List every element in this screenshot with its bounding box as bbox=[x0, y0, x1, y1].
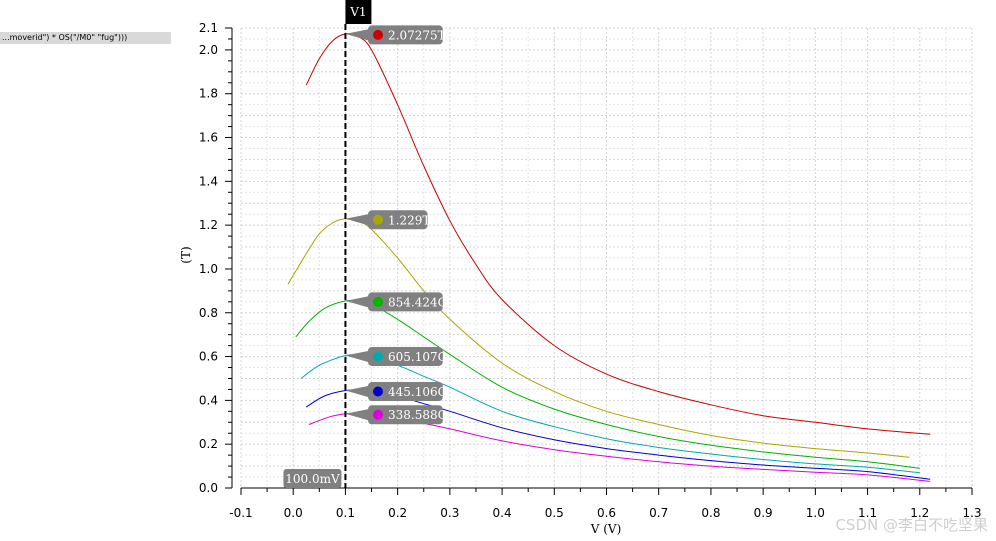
x-tick-label: 0.3 bbox=[440, 506, 459, 520]
marker-value-2: 854.424G bbox=[388, 295, 447, 309]
marker-dot-0 bbox=[373, 29, 383, 40]
marker-pointer-4 bbox=[345, 386, 368, 397]
series-line-1 bbox=[287, 218, 910, 458]
marker-flag-3[interactable] bbox=[368, 346, 443, 366]
grid bbox=[240, 27, 973, 489]
y-tick-label: 1.0 bbox=[199, 262, 218, 276]
x-tick-label: 1.0 bbox=[806, 506, 825, 520]
marker-dot-2 bbox=[373, 296, 383, 307]
marker-dot-1 bbox=[373, 214, 383, 225]
y-tick-label: 0.0 bbox=[199, 481, 218, 495]
y-tick-label: 0.2 bbox=[199, 437, 218, 451]
x-tick-label: 0.9 bbox=[754, 506, 773, 520]
x-tick-label: 0.8 bbox=[701, 506, 720, 520]
y-tick-label: 1.4 bbox=[199, 174, 218, 188]
marker-flag-2[interactable] bbox=[368, 292, 443, 312]
cursor-label-box[interactable] bbox=[345, 0, 372, 24]
x-tick-label: 0.4 bbox=[493, 506, 512, 520]
y-axis-title: (T) bbox=[179, 246, 193, 263]
series-line-2 bbox=[295, 299, 920, 469]
marker-pointer-0 bbox=[345, 29, 368, 41]
marker-flag-5[interactable] bbox=[368, 405, 443, 425]
marker-value-0: 2.07275T bbox=[388, 28, 446, 42]
cursor-x-readout-box bbox=[283, 469, 342, 488]
watermark: CSDN @李白不吃坚果 bbox=[835, 516, 988, 534]
marker-dot-3 bbox=[373, 351, 383, 362]
y-tick-label: 2.1 bbox=[199, 21, 218, 35]
axes: -0.1 0.0 0.1 0.2 0.3 0.4 0.5 0.6 0.7 0.8 0.9 1.0 1.1… bbox=[199, 21, 982, 520]
y-tick-label: 1.6 bbox=[199, 131, 218, 145]
y-tick-label: 1.2 bbox=[199, 218, 218, 232]
marker-value-3: 605.107G bbox=[388, 350, 447, 364]
marker-flag-1[interactable] bbox=[368, 210, 428, 230]
marker-flag-0[interactable] bbox=[368, 25, 443, 45]
x-tick-label: 1.2 bbox=[910, 506, 929, 520]
marker-dot-4 bbox=[373, 386, 383, 397]
x-tick-label: -0.1 bbox=[229, 506, 252, 520]
marker-flag-4[interactable] bbox=[368, 382, 443, 402]
marker-dot-5 bbox=[373, 409, 383, 420]
marker-pointer-3 bbox=[345, 351, 368, 362]
y-tick-label: 0.8 bbox=[199, 306, 218, 320]
marker-pointer-5 bbox=[345, 409, 368, 421]
marker-value-5: 338.588G bbox=[388, 408, 447, 422]
x-tick-label: 0.2 bbox=[388, 506, 407, 520]
cursor-v1[interactable]: V1 100.0mV bbox=[283, 0, 372, 488]
marker-value-1: 1.229T bbox=[388, 213, 430, 227]
x-tick-label: 0.5 bbox=[545, 506, 564, 520]
series-markers[interactable]: 2.07275T 1.229T 854.424G 605.107G 445.106G 33… bbox=[345, 25, 447, 425]
x-tick-label: 1.3 bbox=[962, 506, 981, 520]
x-tick-label: 1.1 bbox=[858, 506, 877, 520]
x-tick-label: 0.7 bbox=[649, 506, 668, 520]
x-tick-label: 0.0 bbox=[284, 506, 303, 520]
y-tick-label: 1.8 bbox=[199, 87, 218, 101]
cursor-x-readout: 100.0mV bbox=[285, 472, 340, 486]
expression-tag[interactable]: ...moverid") * OS("/M0" "fug"))) bbox=[0, 32, 171, 44]
y-tick-label: 2.0 bbox=[199, 43, 218, 57]
marker-value-4: 445.106G bbox=[388, 385, 447, 399]
x-tick-label: 0.6 bbox=[597, 506, 616, 520]
y-tick-label: 0.4 bbox=[199, 393, 218, 407]
x-axis-title: V (V) bbox=[590, 522, 622, 536]
x-tick-label: 0.1 bbox=[336, 506, 355, 520]
y-tick-label: 0.6 bbox=[199, 350, 218, 364]
cursor-label: V1 bbox=[349, 5, 366, 19]
marker-pointer-1 bbox=[345, 214, 368, 226]
marker-pointer-2 bbox=[345, 296, 368, 308]
